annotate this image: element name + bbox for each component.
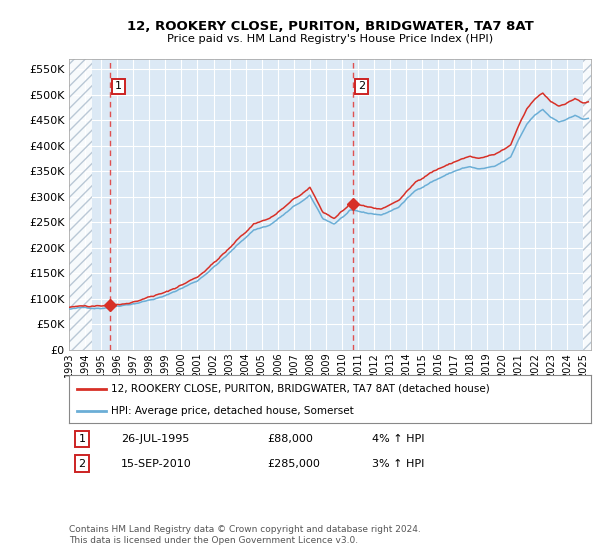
Text: 3% ↑ HPI: 3% ↑ HPI <box>372 459 424 469</box>
Text: 4% ↑ HPI: 4% ↑ HPI <box>372 434 424 444</box>
Text: 2: 2 <box>79 459 86 469</box>
Text: 2: 2 <box>358 81 365 91</box>
Text: 26-JUL-1995: 26-JUL-1995 <box>121 434 190 444</box>
Text: £88,000: £88,000 <box>268 434 313 444</box>
Text: £285,000: £285,000 <box>268 459 320 469</box>
Text: Price paid vs. HM Land Registry's House Price Index (HPI): Price paid vs. HM Land Registry's House … <box>167 34 493 44</box>
Text: 12, ROOKERY CLOSE, PURITON, BRIDGWATER, TA7 8AT (detached house): 12, ROOKERY CLOSE, PURITON, BRIDGWATER, … <box>111 384 490 394</box>
Text: 12, ROOKERY CLOSE, PURITON, BRIDGWATER, TA7 8AT: 12, ROOKERY CLOSE, PURITON, BRIDGWATER, … <box>127 20 533 32</box>
Text: 15-SEP-2010: 15-SEP-2010 <box>121 459 192 469</box>
Text: 1: 1 <box>79 434 86 444</box>
Text: 1: 1 <box>115 81 122 91</box>
Text: HPI: Average price, detached house, Somerset: HPI: Average price, detached house, Some… <box>111 407 353 417</box>
Text: Contains HM Land Registry data © Crown copyright and database right 2024.
This d: Contains HM Land Registry data © Crown c… <box>69 525 421 545</box>
